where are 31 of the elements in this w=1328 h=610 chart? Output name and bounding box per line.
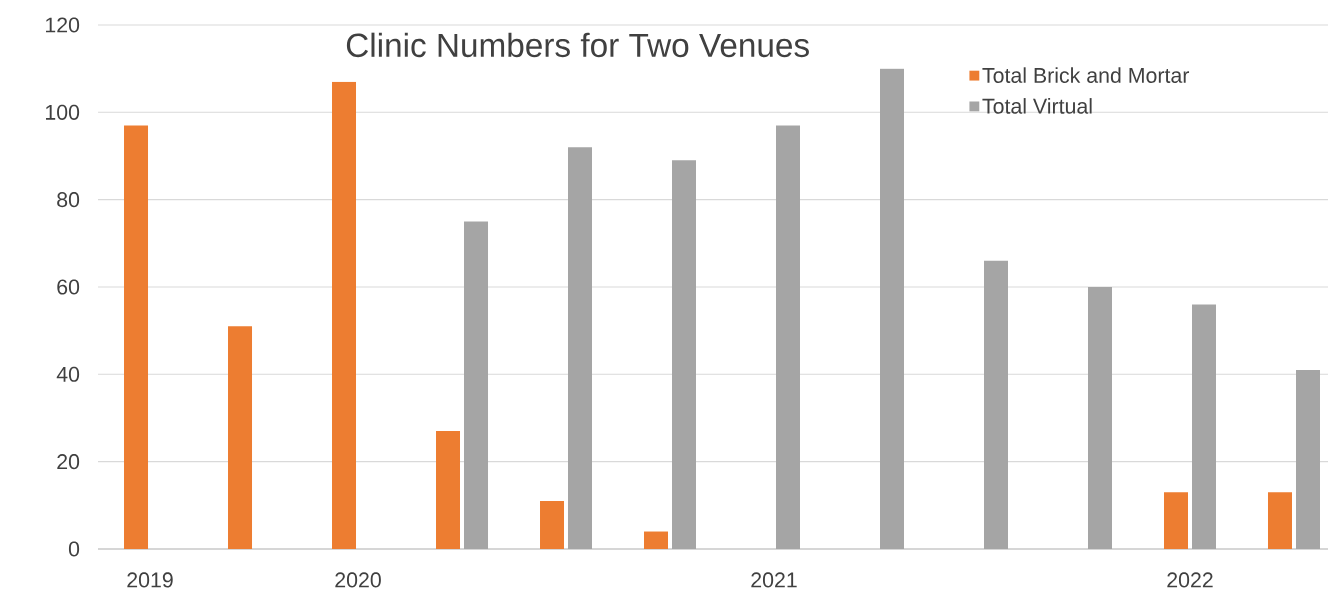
chart-title: Clinic Numbers for Two Venues bbox=[346, 32, 809, 58]
bar bbox=[1192, 304, 1216, 549]
y-tick-label: 100 bbox=[46, 104, 80, 120]
y-tick-label: 80 bbox=[57, 192, 80, 208]
y-tick-label: 0 bbox=[68, 541, 80, 557]
bar bbox=[776, 125, 801, 549]
y-tick-label: 20 bbox=[57, 454, 80, 470]
bar bbox=[228, 326, 253, 549]
bar bbox=[644, 531, 669, 549]
x-tick-label: 2022 bbox=[1167, 572, 1213, 588]
y-tick-label: 40 bbox=[56, 366, 80, 382]
bar bbox=[984, 260, 1008, 549]
bar bbox=[464, 221, 489, 549]
legend-label: Total Brick and Mortar bbox=[982, 67, 1190, 83]
bar bbox=[1296, 369, 1320, 549]
bar bbox=[1088, 286, 1112, 549]
y-tick-label: 120 bbox=[46, 17, 80, 33]
bar bbox=[1164, 492, 1188, 549]
bar bbox=[1268, 492, 1292, 549]
bar bbox=[124, 125, 149, 549]
bar bbox=[672, 160, 697, 549]
y-tick-label: 60 bbox=[57, 279, 80, 295]
x-tick-label: 2021 bbox=[751, 572, 797, 588]
x-tick-label: 2020 bbox=[335, 572, 381, 588]
bar bbox=[436, 431, 461, 549]
bar bbox=[332, 81, 357, 549]
bar bbox=[568, 147, 592, 549]
bar bbox=[880, 68, 904, 549]
x-tick-label: 2019 bbox=[127, 572, 173, 588]
bar bbox=[540, 500, 565, 549]
legend-label: Total Virtual bbox=[982, 98, 1092, 114]
